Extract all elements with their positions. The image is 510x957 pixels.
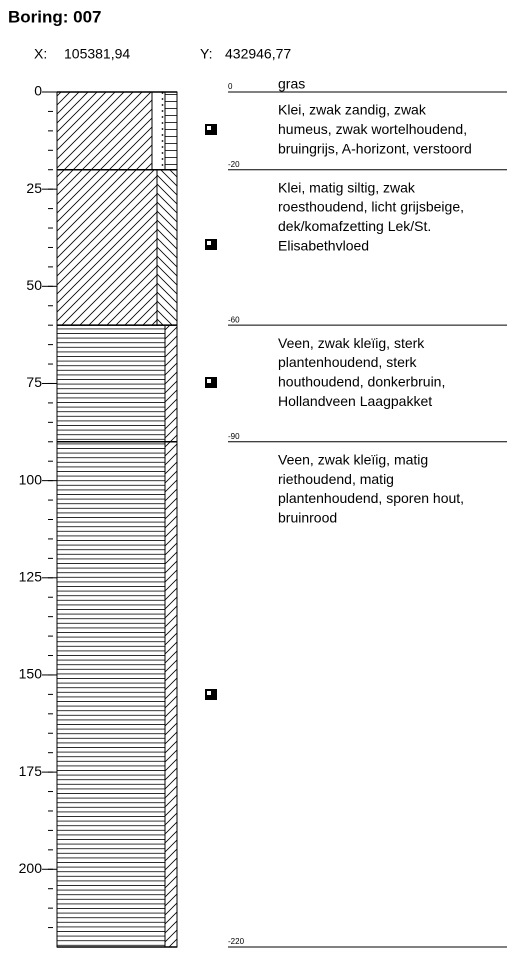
surface-text: gras [278, 76, 305, 92]
description-text: Klei, matig siltig, zwak [278, 179, 416, 195]
description-text: dek/komafzetting Lek/St. [278, 218, 431, 234]
description-text: Veen, zwak kleïig, sterk [278, 335, 425, 351]
x-label: X: [34, 46, 47, 62]
sample-marker [205, 689, 217, 700]
layer-pattern [56, 324, 166, 443]
description-text: houthoudend, donkerbruin, [278, 373, 445, 389]
layer-pattern [156, 169, 178, 326]
description-text: Hollandveen Laagpakket [278, 393, 432, 409]
layer-pattern [56, 91, 153, 171]
sample-markers [205, 124, 217, 700]
tick-label: 75 [26, 374, 42, 390]
tick-label: 200 [19, 860, 43, 876]
sample-marker [205, 124, 217, 135]
layer-pattern [164, 324, 178, 443]
depth-label: -220 [228, 937, 245, 946]
layer-pattern [151, 91, 166, 171]
tick-label: 175 [19, 763, 43, 779]
y-value: 432946,77 [225, 46, 291, 62]
description-text: plantenhoudend, sterk [278, 354, 418, 370]
layer-pattern [164, 441, 178, 948]
tick-label: 25 [26, 180, 42, 196]
tick-label: 0 [34, 83, 42, 99]
description-text: Veen, zwak kleïig, matig [278, 451, 428, 467]
sample-marker [205, 239, 217, 250]
description-text: plantenhoudend, sporen hout, [278, 490, 464, 506]
depth-label: 0 [228, 82, 233, 91]
depth-label: -20 [228, 160, 240, 169]
description-text: bruingrijs, A-horizont, verstoord [278, 140, 472, 156]
description-text: Elisabethvloed [278, 237, 369, 253]
layer-pattern [56, 169, 158, 326]
tick-label: 125 [19, 568, 43, 584]
description-text: riethoudend, matig [278, 471, 394, 487]
tick-label: 150 [19, 666, 43, 682]
x-value: 105381,94 [64, 46, 130, 62]
description-text: humeus, zwak wortelhoudend, [278, 121, 467, 137]
depth-label: -60 [228, 315, 240, 324]
description-text: roesthoudend, licht grijsbeige, [278, 199, 464, 215]
y-label: Y: [200, 46, 212, 62]
description-text: bruinrood [278, 509, 337, 525]
tick-label: 100 [19, 471, 43, 487]
description-text: Klei, zwak zandig, zwak [278, 102, 427, 118]
sample-marker [205, 377, 217, 388]
layer-pattern [56, 441, 166, 948]
layer-pattern [164, 91, 178, 171]
title: Boring: 007 [8, 7, 102, 26]
tick-label: 50 [26, 277, 42, 293]
depth-label: -90 [228, 432, 240, 441]
